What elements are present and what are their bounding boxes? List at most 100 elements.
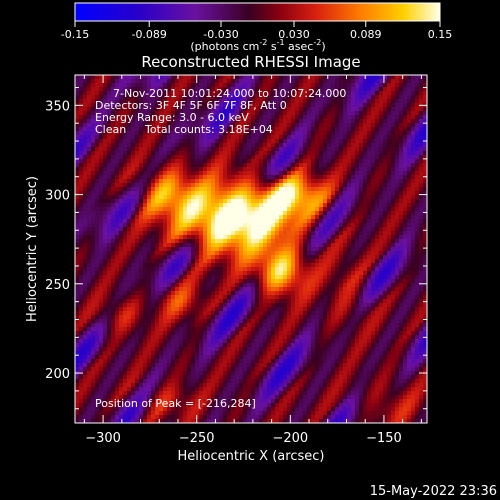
heatmap-cell (423, 151, 427, 156)
heatmap-cell (419, 239, 424, 244)
heatmap-cell (75, 83, 80, 88)
heatmap-cell (387, 259, 392, 264)
heatmap-cell (251, 119, 256, 124)
heatmap-cell (223, 151, 228, 156)
heatmap-cell (395, 95, 400, 100)
heatmap-cell (355, 155, 360, 160)
heatmap-cell (239, 159, 244, 164)
heatmap-cell (227, 131, 232, 136)
heatmap-cell (251, 207, 256, 212)
heatmap-cell (147, 111, 152, 116)
heatmap-cell (375, 131, 380, 136)
heatmap-cell (315, 107, 320, 112)
heatmap-cell (207, 219, 212, 224)
heatmap-cell (327, 79, 332, 84)
heatmap-cell (343, 119, 348, 124)
heatmap-cell (307, 163, 312, 168)
heatmap-cell (183, 247, 188, 252)
heatmap-cell (83, 235, 88, 240)
heatmap-cell (223, 215, 228, 220)
heatmap-cell (275, 271, 280, 276)
heatmap-cell (339, 255, 344, 260)
heatmap-cell (331, 219, 336, 224)
heatmap-cell (239, 163, 244, 168)
heatmap-cell (231, 287, 236, 292)
heatmap-cell (175, 199, 180, 204)
heatmap-cell (175, 119, 180, 124)
heatmap-cell (251, 215, 256, 220)
heatmap-cell (199, 263, 204, 268)
heatmap-cell (255, 267, 260, 272)
heatmap-cell (91, 187, 96, 192)
heatmap-cell (219, 239, 224, 244)
heatmap-cell (383, 155, 388, 160)
heatmap-cell (167, 207, 172, 212)
heatmap-cell (83, 83, 88, 88)
heatmap-cell (79, 291, 84, 296)
heatmap-cell (215, 227, 220, 232)
heatmap-cell (395, 119, 400, 124)
heatmap-cell (227, 135, 232, 140)
heatmap-cell (99, 203, 104, 208)
heatmap-cell (167, 147, 172, 152)
heatmap-cell (191, 75, 196, 80)
heatmap-cell (243, 191, 248, 196)
heatmap-cell (95, 251, 100, 256)
heatmap-cell (95, 143, 100, 148)
heatmap-cell (303, 199, 308, 204)
heatmap-cell (183, 219, 188, 224)
heatmap-cell (167, 279, 172, 284)
heatmap-cell (403, 287, 408, 292)
heatmap-cell (211, 87, 216, 92)
heatmap-cell (267, 239, 272, 244)
heatmap-cell (147, 163, 152, 168)
heatmap-cell (211, 219, 216, 224)
heatmap-cell (231, 279, 236, 284)
heatmap-cell (327, 135, 332, 140)
heatmap-cell (267, 223, 272, 228)
heatmap-cell (191, 115, 196, 120)
heatmap-cell (183, 159, 188, 164)
heatmap-cell (319, 291, 324, 296)
heatmap-cell (303, 183, 308, 188)
heatmap-cell (303, 127, 308, 132)
heatmap-cell (227, 175, 232, 180)
heatmap-cell (239, 179, 244, 184)
heatmap-cell (403, 291, 408, 296)
heatmap-cell (163, 127, 168, 132)
heatmap-cell (331, 291, 336, 296)
heatmap-cell (127, 271, 132, 276)
heatmap-cell (351, 159, 356, 164)
heatmap-cell (247, 251, 252, 256)
heatmap-cell (151, 175, 156, 180)
heatmap-cell (127, 191, 132, 196)
heatmap-cell (379, 155, 384, 160)
heatmap-cell (403, 243, 408, 248)
heatmap-cell (307, 263, 312, 268)
heatmap-cell (403, 215, 408, 220)
heatmap-cell (255, 115, 260, 120)
heatmap-cell (387, 191, 392, 196)
heatmap-cell (235, 143, 240, 148)
heatmap-cell (83, 287, 88, 292)
heatmap-cell (395, 123, 400, 128)
heatmap-cell (319, 231, 324, 236)
heatmap-cell (151, 243, 156, 248)
heatmap-cell (119, 95, 124, 100)
heatmap-cell (379, 131, 384, 136)
heatmap-cell (267, 219, 272, 224)
heatmap-cell (279, 183, 284, 188)
heatmap-cell (275, 219, 280, 224)
heatmap-cell (339, 75, 344, 80)
heatmap-cell (415, 275, 420, 280)
heatmap-cell (379, 239, 384, 244)
heatmap-cell (115, 115, 120, 120)
heatmap-cell (75, 239, 80, 244)
heatmap-cell (191, 203, 196, 208)
heatmap-cell (127, 295, 132, 300)
heatmap-cell (207, 207, 212, 212)
heatmap-cell (211, 167, 216, 172)
heatmap-cell (403, 191, 408, 196)
heatmap-cell (259, 123, 264, 128)
heatmap-cell (403, 279, 408, 284)
